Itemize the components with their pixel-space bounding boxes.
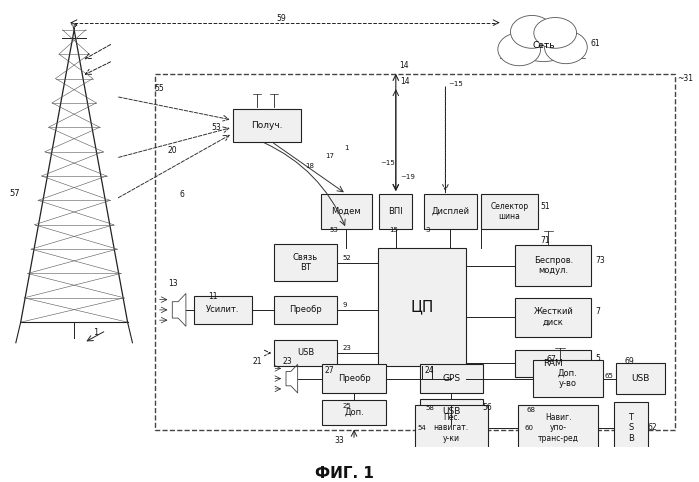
Text: Доп.: Доп.	[344, 408, 364, 417]
Text: Сеть: Сеть	[532, 40, 555, 50]
Text: ФИГ. 1: ФИГ. 1	[315, 466, 374, 481]
Text: 9: 9	[343, 302, 347, 308]
FancyBboxPatch shape	[617, 363, 665, 394]
Text: 15: 15	[389, 227, 398, 233]
Text: 73: 73	[595, 256, 605, 265]
FancyBboxPatch shape	[415, 405, 488, 451]
Text: 21: 21	[253, 357, 262, 366]
Text: 65: 65	[605, 373, 614, 378]
Text: 69: 69	[624, 357, 634, 366]
Text: 5: 5	[595, 354, 600, 362]
Text: ~31: ~31	[677, 74, 693, 82]
Text: 11: 11	[208, 292, 218, 301]
Text: 56: 56	[482, 403, 492, 412]
Text: 53: 53	[211, 123, 221, 132]
Text: 54: 54	[417, 425, 426, 431]
Text: 33: 33	[335, 436, 345, 445]
Text: Навиг.
упо-
транс-ред: Навиг. упо- транс-ред	[538, 413, 579, 443]
Text: 24: 24	[424, 366, 433, 375]
Text: 13: 13	[168, 279, 178, 288]
FancyBboxPatch shape	[274, 340, 337, 366]
Text: Модем: Модем	[331, 207, 361, 216]
Text: RAM: RAM	[543, 359, 563, 368]
FancyBboxPatch shape	[515, 297, 591, 336]
Text: Жесткий
диск: Жесткий диск	[533, 308, 573, 327]
Text: 58: 58	[425, 405, 434, 411]
Text: 7: 7	[595, 308, 600, 317]
Text: 27: 27	[325, 366, 335, 375]
Text: 20: 20	[168, 147, 177, 155]
Text: 68: 68	[526, 407, 535, 414]
Text: 61: 61	[590, 39, 600, 48]
Ellipse shape	[498, 33, 540, 66]
FancyBboxPatch shape	[419, 399, 483, 424]
Text: Преобр: Преобр	[338, 374, 370, 383]
Text: ВПI: ВПI	[389, 207, 403, 216]
Text: USB: USB	[442, 407, 461, 416]
Ellipse shape	[517, 25, 571, 62]
Text: 53: 53	[330, 227, 338, 233]
Text: Дисплей: Дисплей	[431, 207, 469, 216]
Text: 23: 23	[282, 357, 291, 366]
Text: 62: 62	[647, 423, 657, 432]
Text: 25: 25	[343, 403, 351, 409]
FancyBboxPatch shape	[533, 360, 603, 397]
Text: ~19: ~19	[401, 174, 415, 179]
Text: 6: 6	[179, 190, 184, 200]
FancyBboxPatch shape	[194, 295, 252, 324]
Text: Беспров.
модул.: Беспров. модул.	[533, 256, 573, 276]
Text: 57: 57	[9, 189, 20, 199]
Text: 59: 59	[276, 14, 286, 23]
FancyBboxPatch shape	[321, 194, 372, 229]
Text: Доп.
у-во: Доп. у-во	[558, 369, 577, 388]
Text: ~15: ~15	[380, 160, 395, 166]
Text: 17: 17	[325, 153, 334, 159]
FancyBboxPatch shape	[424, 194, 477, 229]
FancyBboxPatch shape	[515, 245, 591, 286]
Text: 52: 52	[343, 254, 351, 261]
Text: 14: 14	[398, 61, 408, 70]
FancyBboxPatch shape	[614, 402, 647, 454]
FancyBboxPatch shape	[515, 350, 591, 376]
FancyBboxPatch shape	[482, 194, 538, 229]
FancyBboxPatch shape	[322, 364, 386, 393]
Text: 67: 67	[547, 355, 556, 363]
FancyBboxPatch shape	[233, 109, 301, 142]
Text: 1: 1	[94, 328, 99, 337]
Text: 1: 1	[345, 145, 349, 151]
Text: 23: 23	[343, 345, 351, 351]
Text: ~15: ~15	[448, 81, 463, 87]
Text: Получ.: Получ.	[251, 120, 282, 130]
Text: 51: 51	[540, 202, 550, 211]
Ellipse shape	[510, 15, 553, 48]
Text: 3: 3	[425, 227, 429, 233]
FancyBboxPatch shape	[322, 400, 386, 425]
Text: 14: 14	[400, 77, 410, 86]
Text: Связь
ВТ: Связь ВТ	[293, 253, 318, 272]
FancyBboxPatch shape	[378, 248, 466, 366]
Text: Селектор
шина: Селектор шина	[491, 201, 528, 221]
Text: 18: 18	[305, 163, 315, 169]
Text: USB: USB	[631, 374, 650, 383]
FancyBboxPatch shape	[274, 295, 337, 324]
Text: Усилит.: Усилит.	[206, 306, 240, 314]
FancyBboxPatch shape	[380, 194, 412, 229]
Text: GPS: GPS	[442, 374, 460, 383]
Text: ЦП: ЦП	[410, 299, 434, 314]
FancyBboxPatch shape	[419, 364, 483, 393]
Text: Пес.
навигат.
у-ки: Пес. навигат. у-ки	[433, 413, 469, 443]
Text: Т
S
В: Т S В	[628, 413, 634, 443]
Ellipse shape	[534, 17, 577, 48]
Text: 71: 71	[540, 236, 550, 245]
FancyBboxPatch shape	[518, 405, 598, 451]
Text: Преобр: Преобр	[289, 306, 322, 314]
Text: 55: 55	[154, 84, 164, 93]
Ellipse shape	[545, 31, 587, 64]
Text: USB: USB	[297, 348, 314, 358]
Text: 60: 60	[524, 425, 533, 431]
FancyBboxPatch shape	[274, 244, 337, 281]
